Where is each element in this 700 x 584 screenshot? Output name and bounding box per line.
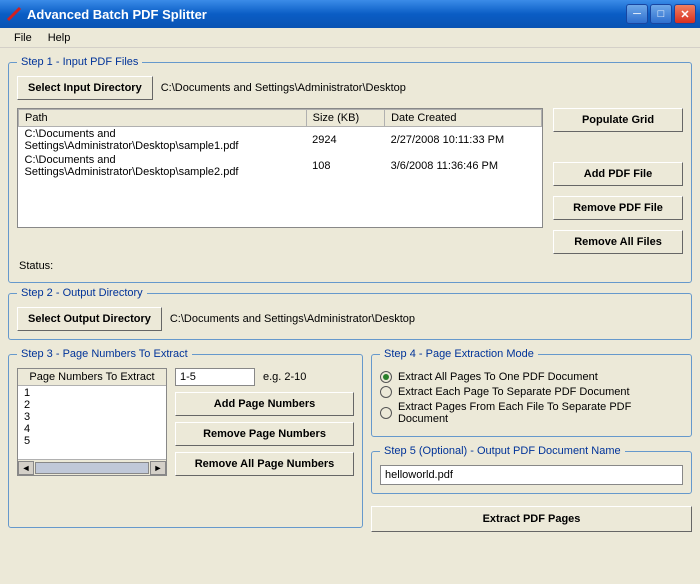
remove-page-numbers-button[interactable]: Remove Page Numbers (175, 422, 354, 446)
radio-opt1[interactable]: Extract All Pages To One PDF Document (380, 371, 683, 383)
add-page-numbers-button[interactable]: Add Page Numbers (175, 392, 354, 416)
col-size[interactable]: Size (KB) (306, 110, 384, 127)
step4-legend: Step 4 - Page Extraction Mode (380, 348, 538, 360)
output-dir-path: C:\Documents and Settings\Administrator\… (170, 313, 415, 325)
table-row[interactable]: C:\Documents and Settings\Administrator\… (19, 153, 542, 179)
remove-pdf-button[interactable]: Remove PDF File (553, 196, 683, 220)
step1-legend: Step 1 - Input PDF Files (17, 56, 142, 68)
add-pdf-button[interactable]: Add PDF File (553, 162, 683, 186)
scroll-thumb[interactable] (35, 462, 149, 474)
list-item[interactable]: 2 (24, 399, 160, 411)
list-item[interactable]: 1 (24, 387, 160, 399)
page-list-header: Page Numbers To Extract (18, 369, 166, 386)
page-range-example: e.g. 2-10 (263, 371, 306, 383)
radio-opt3[interactable]: Extract Pages From Each File To Separate… (380, 401, 683, 425)
remove-all-page-numbers-button[interactable]: Remove All Page Numbers (175, 452, 354, 476)
list-item[interactable]: 3 (24, 411, 160, 423)
step3-group: Step 3 - Page Numbers To Extract Page Nu… (8, 348, 363, 528)
step5-group: Step 5 (Optional) - Output PDF Document … (371, 445, 692, 494)
radio-icon[interactable] (380, 407, 392, 419)
app-icon (6, 6, 22, 22)
step2-group: Step 2 - Output Directory Select Output … (8, 287, 692, 340)
output-name-input[interactable] (380, 465, 683, 485)
col-path[interactable]: Path (19, 110, 307, 127)
page-list-scrollbar[interactable]: ◄ ► (18, 459, 166, 475)
scroll-right-icon[interactable]: ► (150, 461, 166, 475)
menubar: File Help (0, 28, 700, 48)
files-table[interactable]: Path Size (KB) Date Created C:\Documents… (17, 108, 543, 228)
col-date[interactable]: Date Created (385, 110, 542, 127)
radio-opt3-label: Extract Pages From Each File To Separate… (398, 401, 683, 425)
step5-legend: Step 5 (Optional) - Output PDF Document … (380, 445, 625, 457)
radio-opt2[interactable]: Extract Each Page To Separate PDF Docume… (380, 386, 683, 398)
minimize-button[interactable]: ─ (626, 4, 648, 24)
table-row[interactable]: C:\Documents and Settings\Administrator\… (19, 127, 542, 154)
status-label: Status: (19, 260, 681, 272)
close-button[interactable]: ✕ (674, 4, 696, 24)
select-output-dir-button[interactable]: Select Output Directory (17, 307, 162, 331)
page-range-input[interactable] (175, 368, 255, 386)
extract-pdf-pages-button[interactable]: Extract PDF Pages (371, 506, 692, 532)
step3-legend: Step 3 - Page Numbers To Extract (17, 348, 192, 360)
step4-group: Step 4 - Page Extraction Mode Extract Al… (371, 348, 692, 437)
menu-file[interactable]: File (6, 30, 40, 46)
list-item[interactable]: 4 (24, 423, 160, 435)
maximize-button[interactable]: □ (650, 4, 672, 24)
populate-grid-button[interactable]: Populate Grid (553, 108, 683, 132)
radio-icon[interactable] (380, 371, 392, 383)
scroll-left-icon[interactable]: ◄ (18, 461, 34, 475)
select-input-dir-button[interactable]: Select Input Directory (17, 76, 153, 100)
radio-icon[interactable] (380, 386, 392, 398)
list-item[interactable]: 5 (24, 435, 160, 447)
radio-opt1-label: Extract All Pages To One PDF Document (398, 371, 598, 383)
remove-all-files-button[interactable]: Remove All Files (553, 230, 683, 254)
step1-group: Step 1 - Input PDF Files Select Input Di… (8, 56, 692, 283)
titlebar: Advanced Batch PDF Splitter ─ □ ✕ (0, 0, 700, 28)
step2-legend: Step 2 - Output Directory (17, 287, 147, 299)
menu-help[interactable]: Help (40, 30, 79, 46)
input-dir-path: C:\Documents and Settings\Administrator\… (161, 82, 406, 94)
page-numbers-list[interactable]: Page Numbers To Extract 12345 ◄ ► (17, 368, 167, 476)
radio-opt2-label: Extract Each Page To Separate PDF Docume… (398, 386, 630, 398)
window-title: Advanced Batch PDF Splitter (27, 7, 624, 22)
